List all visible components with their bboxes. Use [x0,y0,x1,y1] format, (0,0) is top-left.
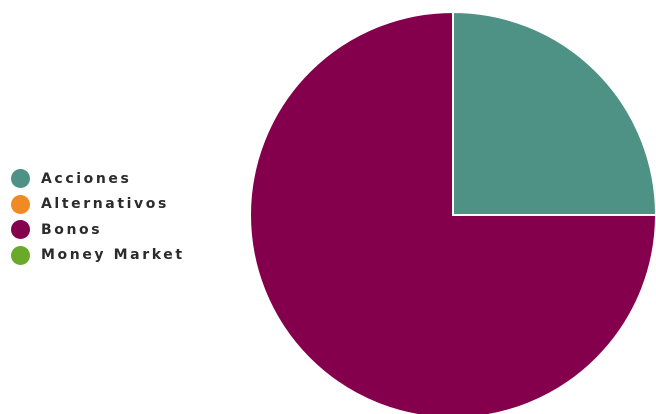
pie-slice-acciones[interactable] [452,10,656,216]
legend-item-bonos[interactable]: Bonos [11,217,185,243]
pie-slice-bonos[interactable] [249,10,656,414]
legend-swatch-acciones [11,169,30,189]
chart-legend: Acciones Alternativos Bonos Money Market [11,166,185,268]
legend-item-money-market[interactable]: Money Market [11,243,185,269]
legend-item-acciones[interactable]: Acciones [11,166,185,192]
legend-label-money-market: Money Market [41,247,185,264]
legend-label-acciones: Acciones [41,170,132,187]
legend-label-bonos: Bonos [41,221,103,238]
legend-label-alternativos: Alternativos [41,196,169,213]
legend-swatch-alternativos [11,194,30,214]
legend-item-alternativos[interactable]: Alternativos [11,192,185,218]
legend-swatch-money-market [11,245,30,265]
legend-swatch-bonos [11,220,30,240]
